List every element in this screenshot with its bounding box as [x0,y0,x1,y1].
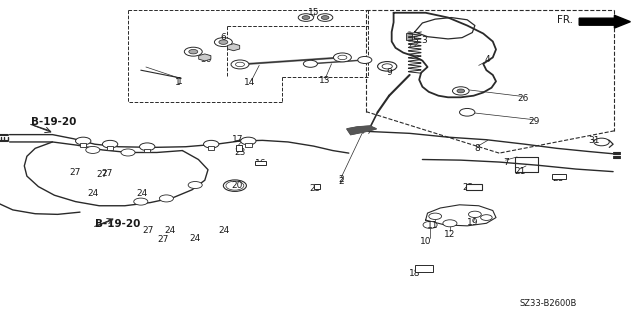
Circle shape [457,89,465,93]
Circle shape [317,14,333,21]
Bar [314,184,320,189]
Circle shape [298,14,314,21]
Text: 24: 24 [189,234,201,243]
Circle shape [382,64,392,69]
Circle shape [86,146,100,153]
Text: SZ33-B2600B: SZ33-B2600B [520,299,577,308]
Text: 23: 23 [234,148,246,157]
Text: 14: 14 [244,78,255,87]
Circle shape [358,56,372,63]
Text: 25: 25 [309,184,321,193]
Circle shape [429,213,442,219]
Text: FR.: FR. [557,15,573,25]
Circle shape [76,137,91,145]
Text: 1: 1 [177,77,182,86]
Circle shape [140,143,155,151]
Text: 13: 13 [319,76,331,85]
Circle shape [204,140,219,148]
Text: 3: 3 [421,36,426,45]
Circle shape [594,138,609,146]
Circle shape [188,182,202,189]
Text: 20: 20 [231,181,243,190]
Bar [208,146,214,150]
Circle shape [228,182,241,189]
Circle shape [121,149,135,156]
Bar [552,174,566,179]
Bar [107,146,113,150]
Circle shape [303,60,317,67]
Circle shape [231,60,249,69]
Text: 2: 2 [339,177,344,186]
Circle shape [184,47,202,56]
Text: 19: 19 [467,218,478,227]
Text: 27: 27 [70,168,81,177]
Circle shape [460,108,475,116]
Polygon shape [227,44,240,51]
Text: 18: 18 [409,269,420,278]
Text: 31: 31 [588,137,600,145]
Circle shape [236,62,244,67]
Text: 1: 1 [175,78,180,87]
Text: 27: 27 [97,170,108,179]
Text: 30: 30 [200,56,212,64]
Circle shape [481,215,492,220]
Circle shape [241,137,256,145]
Circle shape [214,38,232,47]
Text: 27: 27 [143,226,154,235]
Bar [466,184,482,190]
Text: 4: 4 [485,56,490,64]
Circle shape [219,40,228,44]
Text: 24: 24 [164,226,175,235]
Text: 15: 15 [308,8,319,17]
Text: 16: 16 [255,159,267,168]
Text: B-19-20: B-19-20 [31,117,76,127]
Circle shape [468,211,481,218]
Text: 12: 12 [444,230,455,239]
Circle shape [189,49,198,54]
Circle shape [102,140,118,148]
Bar [406,33,412,40]
Text: 6: 6 [221,33,226,42]
Bar [245,143,252,147]
Text: 10: 10 [420,237,431,246]
FancyArrow shape [579,15,630,28]
Text: 11: 11 [427,221,438,230]
Circle shape [302,16,310,19]
Circle shape [159,195,173,202]
Circle shape [226,181,244,190]
Circle shape [223,180,246,191]
Text: 24: 24 [136,189,148,198]
Text: 24: 24 [87,189,99,198]
Polygon shape [347,126,376,135]
Text: 28: 28 [552,174,564,182]
Text: 9: 9 [387,68,392,77]
Circle shape [452,87,469,95]
Circle shape [321,16,329,19]
Bar [415,265,433,272]
Text: 7: 7 [503,158,508,167]
Circle shape [443,220,457,227]
Text: 8: 8 [474,144,479,153]
Circle shape [134,198,148,205]
Text: 26: 26 [518,94,529,103]
Text: 24: 24 [218,226,230,235]
Text: 17: 17 [232,135,243,144]
Bar [144,149,150,152]
Circle shape [338,55,347,60]
Text: 5: 5 [412,36,417,45]
Text: 2: 2 [339,175,344,184]
Polygon shape [198,54,211,61]
Circle shape [423,221,437,228]
Bar [255,161,266,165]
Bar [80,143,86,147]
Circle shape [333,53,351,62]
Text: 21: 21 [514,167,525,176]
Text: 27: 27 [102,169,113,178]
Text: B-19-20: B-19-20 [95,219,140,229]
Text: 29: 29 [529,117,540,126]
Bar [236,145,242,151]
Text: 22: 22 [463,183,474,192]
Circle shape [378,62,397,71]
Text: 27: 27 [157,235,169,244]
